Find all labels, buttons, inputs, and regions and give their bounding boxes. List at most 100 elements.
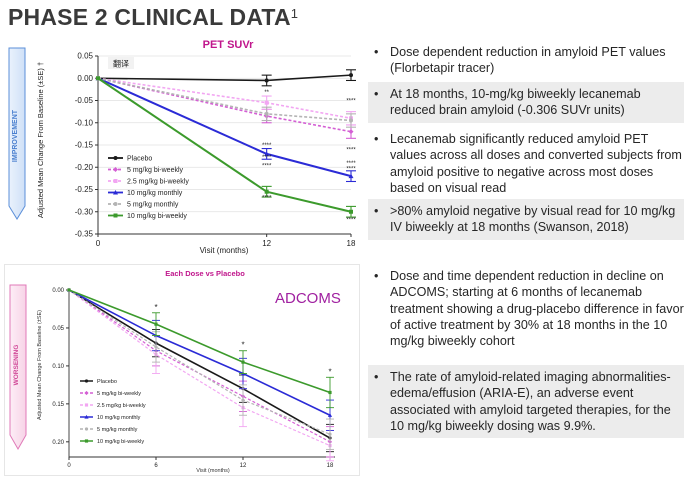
pet-legend-marker: [113, 167, 118, 172]
adcoms-legend-label: Placebo: [97, 379, 117, 385]
pet-x-tick-label: 18: [347, 239, 356, 248]
pet-y-tick-label: -0.20: [75, 163, 94, 172]
adcoms-series-line: [68, 289, 331, 447]
adcoms-series-line: [68, 289, 331, 443]
pet-x-tick-label: 12: [262, 239, 271, 248]
bullet-text: The rate of amyloid-related imaging abno…: [390, 370, 671, 433]
bullet-text: >80% amyloid negative by visual read for…: [390, 204, 676, 235]
bullet-text: Lecanemab significantly reduced amyloid …: [390, 132, 682, 195]
adcoms-y-tick-label: 0.15: [52, 402, 64, 408]
pet-y-tick-label: -0.25: [75, 185, 94, 194]
adcoms-series-line: [68, 289, 331, 416]
bullet-item: • At 18 months, 10-mg/kg biweekly lecanem…: [368, 82, 684, 123]
pet-significance-mark: ****: [262, 195, 272, 201]
adcoms-y-tick-label: 0.05: [52, 326, 64, 332]
bullet-dot: •: [374, 45, 379, 59]
pet-significance-mark: ****: [346, 166, 356, 172]
bullet-item: • Dose dependent reduction in amyloid PET…: [368, 40, 684, 81]
slide-title-text: PHASE 2 CLINICAL DATA: [8, 4, 291, 30]
improvement-arrow: [8, 47, 26, 220]
pet-series-line: [97, 77, 352, 120]
bullet-item: • Dose and time dependent reduction in de…: [368, 264, 684, 353]
bullet-dot: •: [374, 132, 379, 146]
adcoms-y-tick-label: 0.10: [52, 364, 64, 370]
adcoms-data-point: [328, 432, 332, 436]
pet-legend-marker: [113, 202, 118, 206]
bullet-item: • Lecanemab significantly reduced amyloid…: [368, 127, 684, 200]
translate-tag-box: [108, 57, 134, 69]
pet-significance-mark: ****: [346, 161, 356, 167]
pet-data-point: [264, 100, 269, 105]
bullet-text: Dose and time dependent reduction in dec…: [390, 269, 684, 349]
bullet-text: At 18 months, 10-mg/kg biweekly lecanema…: [390, 87, 641, 118]
pet-legend-marker: [113, 190, 118, 195]
adcoms-x-tick-label: 18: [327, 463, 334, 469]
adcoms-legend-label: 10 mg/kg monthly: [97, 415, 141, 421]
adcoms-data-point: [327, 413, 333, 417]
pet-series-line: [97, 74, 352, 82]
pet-suvr-chart: IMPROVEMENT Adjusted Mean Change From Ba…: [8, 39, 356, 255]
pet-data-point: [264, 151, 270, 156]
bullet-text: Dose dependent reduction in amyloid PET …: [390, 45, 666, 76]
pet-legend-label: 10 mg/kg monthly: [127, 190, 183, 197]
title-footnote-ref: 1: [290, 6, 299, 21]
pet-significance-mark: **: [264, 90, 269, 96]
adcoms-legend-marker: [84, 379, 89, 383]
bullet-dot: •: [374, 204, 379, 218]
bullet-item: • >80% amyloid negative by visual read fo…: [368, 199, 684, 240]
adcoms-data-point: [328, 390, 332, 395]
adcoms-significance-mark: *: [328, 367, 331, 376]
worsening-label: WORSENING: [13, 345, 20, 386]
adcoms-data-point: [154, 322, 158, 326]
adcoms-data-point: [241, 360, 245, 364]
pet-y-tick-label: -0.15: [75, 141, 94, 150]
translate-tag: 翻译: [113, 60, 129, 69]
adcoms-legend-label: 5 mg/kg monthly: [97, 427, 138, 433]
adcoms-legend-marker: [84, 390, 89, 396]
pet-data-point: [349, 209, 353, 214]
adcoms-significance-mark: *: [154, 303, 157, 312]
pet-data-point: [348, 173, 354, 179]
pet-significance-mark: ****: [346, 99, 356, 105]
pet-y-tick-label: 0.00: [77, 74, 93, 83]
adcoms-x-tick-label: 12: [240, 463, 247, 469]
adcoms-data-point: [154, 345, 158, 349]
adcoms-y-tick-label: 0.00: [52, 288, 64, 294]
pet-y-tick-label: -0.10: [75, 118, 94, 127]
adcoms-legend-label: 2.5 mg/kg bi-weekly: [97, 403, 146, 409]
pet-legend-label: 5 mg/kg bi-weekly: [127, 167, 184, 174]
adcoms-chart: WORSENING Adjusted Mean Change From Base…: [9, 269, 341, 474]
pet-legend-marker: [113, 213, 118, 218]
adcoms-series-line: [68, 289, 331, 394]
adcoms-series-line: [68, 289, 331, 435]
adcoms-ylabel: Adjusted Mean Change From Baseline (±SE): [37, 310, 43, 420]
pet-data-point: [96, 76, 100, 81]
adcoms-legend-marker: [84, 403, 89, 407]
pet-data-point: [349, 73, 353, 78]
improvement-label: IMPROVEMENT: [12, 109, 19, 162]
worsening-arrow: [9, 284, 27, 451]
adcoms-series-line: [68, 289, 331, 439]
pet-data-point: [264, 189, 269, 194]
adcoms-data-point: [241, 398, 245, 402]
pet-y-tick-label: -0.05: [75, 96, 94, 105]
adcoms-x-tick-label: 6: [154, 463, 158, 469]
pet-significance-mark: ****: [346, 218, 356, 224]
pet-legend-label: 5 mg/kg monthly: [127, 202, 179, 209]
adcoms-data-point: [67, 288, 71, 292]
adcoms-chart-panel: WORSENING Adjusted Mean Change From Base…: [4, 264, 360, 476]
adcoms-chart-title: Each Dose vs Placebo: [165, 269, 245, 278]
pet-chart-title: PET SUVr: [203, 39, 254, 51]
pet-significance-mark: ****: [346, 148, 356, 154]
pet-data-point: [264, 78, 269, 83]
pet-x-tick-label: 0: [96, 239, 101, 248]
bullet-item: • The rate of amyloid-related imaging abn…: [368, 365, 684, 439]
adcoms-legend-marker: [84, 439, 89, 443]
pet-legend-marker: [113, 179, 118, 183]
pet-data-point: [348, 129, 354, 135]
pet-significance-mark: ****: [262, 143, 272, 149]
pet-xlabel: Visit (months): [200, 246, 249, 255]
pet-y-tick-label: -0.30: [75, 207, 94, 216]
adcoms-legend-marker: [84, 427, 89, 431]
bullet-dot: •: [374, 269, 379, 283]
